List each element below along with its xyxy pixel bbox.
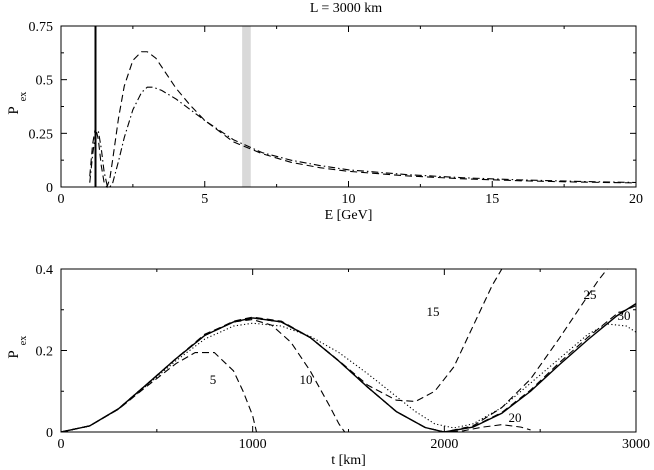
y-tick-label: 0.4 bbox=[36, 263, 54, 278]
y-tick-label: 0.75 bbox=[29, 20, 54, 35]
curve-label-5: 5 bbox=[210, 372, 217, 387]
y-tick-label: 0.2 bbox=[36, 345, 54, 360]
x-tick-label: 1000 bbox=[239, 437, 267, 452]
x-tick-label: 0 bbox=[58, 437, 65, 452]
y-axis-label-sub: ex bbox=[18, 336, 29, 345]
series-line-5 bbox=[61, 351, 258, 432]
series-line-20 bbox=[61, 317, 531, 432]
curve-label-25: 25 bbox=[584, 287, 597, 302]
series-line-dotted bbox=[61, 322, 636, 432]
x-tick-label: 20 bbox=[629, 192, 643, 207]
x-tick-label: 5 bbox=[201, 192, 208, 207]
plot-frame bbox=[60, 268, 637, 433]
energy-panel: L = 3000 km 0 5 10 15 20 0 0.25 0.5 0.75 E [GeV]… bbox=[6, 1, 643, 223]
series-line-30 bbox=[61, 305, 636, 432]
y-axis-label-main: P bbox=[6, 350, 22, 358]
chart-title: L = 3000 km bbox=[310, 1, 382, 16]
x-tick-label: 3000 bbox=[622, 437, 650, 452]
y-axis-label-sub: ex bbox=[18, 92, 29, 101]
y-tick-label: 0.25 bbox=[29, 127, 54, 142]
series-line-15 bbox=[61, 269, 503, 432]
shaded-band bbox=[242, 26, 251, 187]
y-axis-label: P ex bbox=[6, 336, 29, 359]
y-axis-label: P ex bbox=[6, 92, 29, 115]
y-axis-label-main: P bbox=[6, 106, 22, 114]
curve-label-20: 20 bbox=[509, 410, 522, 425]
series-line-dash-dot bbox=[89, 86, 637, 188]
series-line-solid bbox=[61, 303, 636, 432]
x-tick-label: 0 bbox=[58, 192, 65, 207]
series-line-dashed bbox=[89, 51, 637, 189]
y-tick-label: 0 bbox=[46, 426, 53, 441]
x-tick-label: 2000 bbox=[430, 437, 458, 452]
series-line-25 bbox=[61, 269, 608, 432]
x-tick-label: 15 bbox=[485, 192, 499, 207]
y-tick-label: 0 bbox=[46, 181, 53, 196]
curve-label-10: 10 bbox=[300, 372, 313, 387]
y-tick-label: 0.5 bbox=[36, 74, 54, 89]
plot-frame bbox=[60, 25, 637, 188]
x-axis-label: t [km] bbox=[331, 453, 366, 468]
x-tick-label: 10 bbox=[342, 192, 356, 207]
curve-label-30: 30 bbox=[618, 308, 631, 323]
curve-label-15: 15 bbox=[427, 304, 440, 319]
x-axis-label: E [GeV] bbox=[325, 208, 373, 223]
